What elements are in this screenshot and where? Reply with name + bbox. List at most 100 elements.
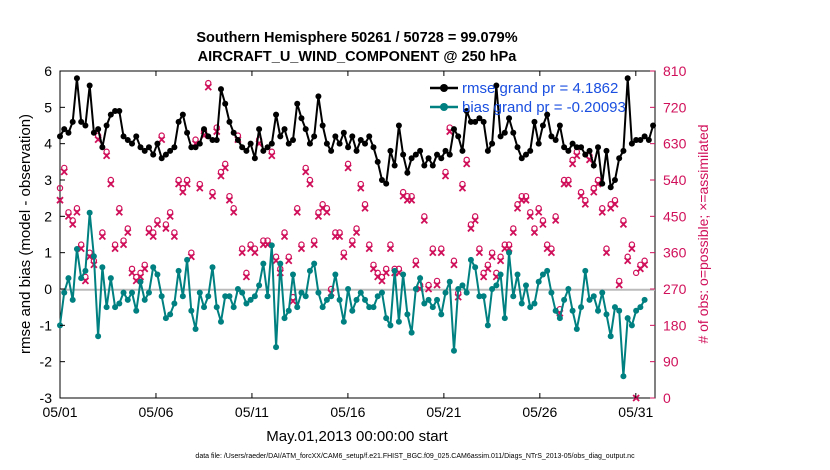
rmse-point — [611, 177, 618, 183]
obs-possible-point — [577, 188, 585, 196]
rmse-point — [133, 133, 140, 140]
obs-possible-point — [501, 241, 509, 248]
obs-assimilated-point — [619, 220, 628, 229]
obs-assimilated-point — [221, 164, 229, 172]
obs-assimilated-point — [102, 152, 111, 160]
bias-point — [243, 300, 250, 307]
obs-possible-point — [137, 269, 144, 277]
y-left-tick-label: 1 — [44, 245, 52, 261]
bias-point — [501, 315, 508, 322]
bias-point — [256, 282, 263, 289]
bias-point — [315, 289, 322, 296]
y-axis-right-label: # of obs: o=possible; ×=assimilated — [695, 124, 711, 343]
obs-assimilated-point — [496, 257, 505, 265]
obs-assimilated-point — [183, 180, 191, 188]
obs-assimilated-point — [56, 196, 64, 204]
obs-assimilated-point — [475, 249, 484, 257]
bias-point — [603, 311, 610, 318]
obs-assimilated-point — [314, 212, 323, 220]
x-tick-label: 05/21 — [426, 404, 461, 420]
bias-point — [641, 296, 648, 303]
obs-possible-point — [607, 201, 614, 208]
rmse-point — [61, 126, 68, 133]
obs-possible-point — [594, 176, 602, 184]
obs-possible-point — [319, 201, 326, 208]
bias-point — [150, 264, 157, 271]
bias-point — [230, 304, 237, 311]
y-left-tick-label: 3 — [44, 172, 52, 188]
obs-possible-point — [205, 79, 212, 87]
rmse-point — [531, 118, 538, 125]
rmse-point — [137, 144, 144, 151]
obs-assimilated-point — [433, 281, 441, 289]
obs-possible-point — [61, 164, 68, 172]
bias-point — [145, 289, 152, 296]
bias-point — [285, 307, 292, 314]
bias-point — [370, 304, 377, 311]
rmse-point — [230, 129, 237, 136]
bias-point — [264, 293, 271, 300]
bias-point — [467, 256, 474, 263]
obs-assimilated-point — [335, 232, 344, 241]
obs-assimilated-point — [378, 277, 386, 285]
obs-possible-point — [116, 205, 123, 212]
bias-point — [391, 267, 398, 274]
bias-point — [552, 307, 559, 314]
bias-point — [569, 307, 576, 314]
obs-possible-point — [412, 257, 420, 264]
obs-assimilated-point — [119, 240, 128, 249]
y-right-tick-label: 540 — [663, 172, 687, 188]
bias-point — [590, 293, 597, 300]
bias-point — [472, 264, 479, 271]
bias-point — [99, 264, 106, 271]
obs-possible-point — [120, 237, 127, 244]
rmse-point — [306, 140, 313, 147]
obs-possible-point — [463, 156, 470, 164]
obs-possible-point — [285, 253, 292, 260]
y-right-tick-label: 360 — [663, 245, 687, 261]
obs-possible-point — [166, 209, 174, 216]
obs-assimilated-point — [539, 220, 547, 229]
rmse-point — [404, 169, 411, 176]
bias-point — [561, 296, 568, 303]
rmse-point — [234, 137, 241, 144]
obs-possible-point — [310, 237, 318, 244]
rmse-point — [633, 137, 640, 144]
rmse-point — [425, 155, 432, 162]
rmse-point — [107, 111, 114, 118]
bias-point — [616, 307, 623, 314]
rmse-point — [527, 147, 534, 154]
x-tick-label: 05/01 — [42, 404, 77, 420]
rmse-point — [243, 147, 250, 154]
x-tick-label: 05/11 — [235, 404, 269, 420]
obs-possible-point — [628, 241, 636, 248]
rmse-point — [548, 133, 555, 140]
rmse-point — [116, 107, 123, 114]
rmse-point — [455, 133, 462, 140]
obs-possible-point — [154, 217, 161, 224]
rmse-point — [209, 137, 216, 144]
bias-point — [277, 260, 284, 267]
obs-assimilated-point — [179, 188, 187, 196]
y-left-tick-label: 5 — [44, 99, 52, 115]
obs-assimilated-point — [107, 180, 115, 188]
bias-point — [188, 307, 195, 314]
bias-point — [61, 289, 68, 296]
rmse-point — [251, 155, 258, 162]
obs-possible-point — [315, 209, 322, 216]
rmse-point — [179, 111, 186, 118]
bias-point — [628, 322, 635, 329]
rmse-point — [357, 137, 364, 144]
rmse-point — [442, 147, 449, 154]
bias-point — [129, 289, 136, 296]
obs-assimilated-point — [162, 224, 170, 233]
rmse-point — [561, 144, 568, 151]
obs-assimilated-point — [522, 196, 530, 204]
obs-possible-point — [459, 180, 466, 188]
obs-possible-point — [141, 261, 148, 268]
obs-possible-point — [272, 253, 280, 260]
rmse-point — [476, 115, 483, 122]
obs-possible-point — [260, 237, 267, 244]
rmse-point — [264, 144, 271, 151]
obs-assimilated-point — [357, 184, 365, 192]
